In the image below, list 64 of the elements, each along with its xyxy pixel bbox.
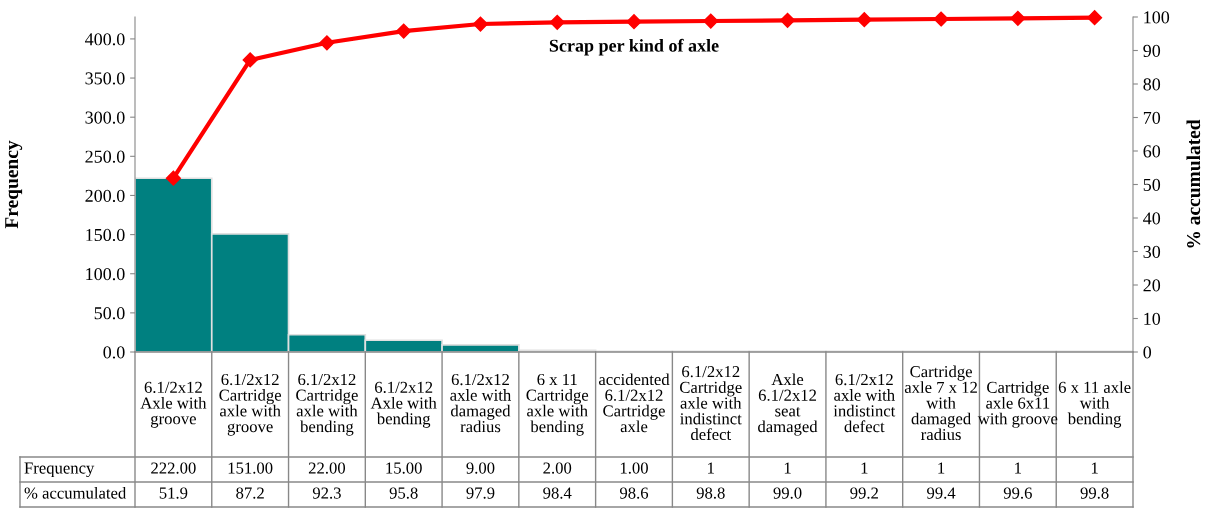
- x-tick-label: 6.1/2x12 Cartridge axle with groove: [219, 373, 282, 436]
- data-label: 1: [938, 462, 945, 474]
- data-label: 1: [708, 462, 714, 474]
- y2-tick-label: 30: [1143, 245, 1161, 258]
- data-label: 9.00: [466, 462, 495, 474]
- data-label: 1: [1091, 462, 1098, 474]
- y2-tick-label: 80: [1143, 78, 1161, 91]
- x-tick-label: Cartridge axle 7 x 12 with damaged radius: [904, 365, 977, 441]
- data-label: 87.2: [236, 487, 264, 499]
- data-label: 1: [861, 462, 868, 474]
- x-tick-label: Axle 6.1/2x12 seat damaged: [758, 373, 818, 436]
- data-label: 95.8: [389, 487, 418, 499]
- data-label: 99.4: [927, 487, 956, 499]
- y-tick-label: 300.0: [85, 111, 125, 124]
- x-tick-label: 6 x 11 Cartridge axle with bending: [526, 373, 589, 436]
- x-tick-label: Cartridge axle 6x11 with groove: [977, 381, 1058, 428]
- y-axis-title: Frequency: [5, 140, 23, 229]
- data-label: 151.00: [228, 462, 273, 474]
- data-label: 98.6: [619, 487, 649, 499]
- y-tick-label: 150.0: [86, 228, 125, 242]
- text: Frequency: [24, 462, 95, 478]
- x-tick-label: 6.1/2x12 axle with indistinct defect: [833, 373, 896, 433]
- x-tick-label: 6 x 11 axle with bending: [1058, 381, 1131, 428]
- data-label: 22.00: [308, 462, 346, 474]
- y-tick-label: 250.0: [85, 150, 125, 163]
- y-tick-label: 200.0: [85, 189, 125, 202]
- y2-axis-title: % accumulated: [1186, 119, 1201, 248]
- text: % accumulated: [24, 486, 127, 499]
- data-label: 99.6: [1003, 487, 1032, 499]
- x-tick-label: 6.1/2x12 Axle with bending: [370, 381, 437, 428]
- data-label: 1: [1015, 462, 1022, 474]
- x-tick-label: 6.1/2x12 axle with damaged radius: [450, 373, 512, 433]
- data-label: 98.4: [543, 487, 572, 499]
- y2-tick-label: 70: [1143, 111, 1161, 124]
- text: Scrap per kind of axle: [549, 38, 719, 56]
- x-tick-label: 6.1/2x12 Axle with groove: [140, 381, 207, 428]
- data-label: 97.9: [466, 487, 495, 499]
- data-label: 15.00: [386, 462, 422, 474]
- data-label: 51.9: [159, 487, 188, 499]
- y-tick-label: 350.0: [85, 72, 125, 85]
- y2-tick-label: 0: [1143, 346, 1152, 359]
- data-label: 99.2: [850, 487, 878, 499]
- y2-tick-label: 20: [1143, 279, 1161, 292]
- y2-tick-label: 90: [1143, 44, 1161, 57]
- y2-tick-label: 40: [1143, 212, 1161, 225]
- data-label: 2.00: [543, 462, 572, 474]
- x-tick-label: 6.1/2x12 Cartridge axle with indistinct defect: [679, 366, 742, 441]
- data-label: 99.0: [773, 487, 802, 499]
- data-label: 1.00: [620, 462, 648, 474]
- y2-tick-label: 50: [1143, 178, 1161, 191]
- y-tick-label: 0.0: [103, 346, 125, 359]
- x-tick-label: accidented 6.1/2x12 Cartridge axle: [598, 373, 670, 433]
- x-tick-label: 6.1/2x12 Cartridge axle with bending: [296, 373, 358, 436]
- y2-tick-label: 100: [1144, 11, 1170, 24]
- data-label: 98.8: [696, 487, 725, 499]
- data-label: 92.3: [312, 487, 341, 499]
- data-label: 1: [784, 462, 791, 474]
- y2-tick-label: 10: [1144, 312, 1161, 325]
- data-label: 222.00: [151, 462, 196, 474]
- data-label: 99.8: [1080, 487, 1109, 499]
- y2-tick-label: 60: [1143, 145, 1161, 158]
- y-tick-label: 400.0: [85, 33, 125, 46]
- y-tick-label: 50.0: [94, 307, 125, 320]
- y-tick-label: 100.0: [86, 267, 125, 281]
